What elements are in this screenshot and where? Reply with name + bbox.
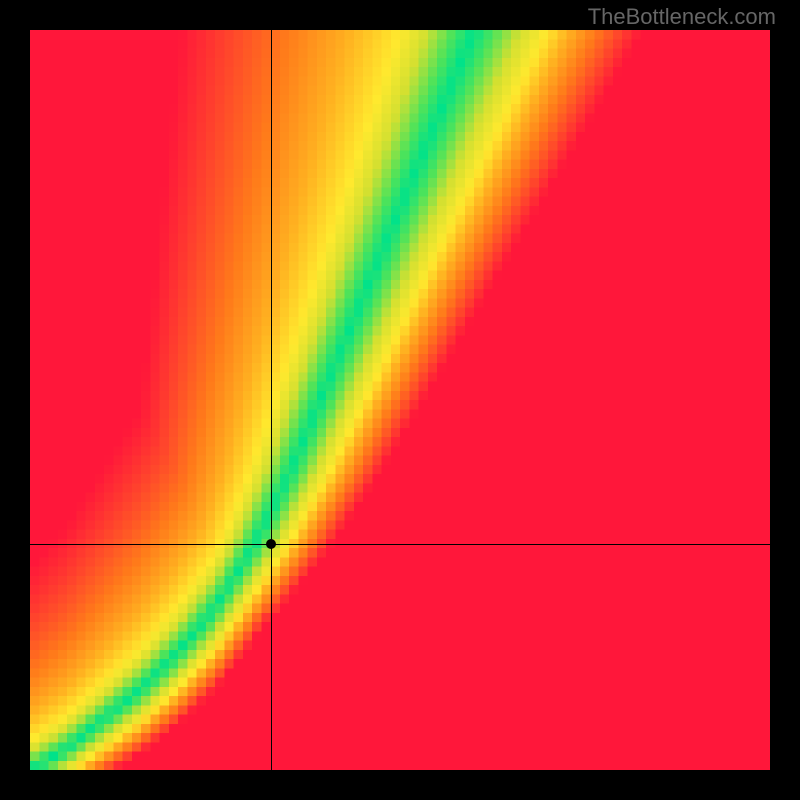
watermark-text: TheBottleneck.com bbox=[588, 4, 776, 30]
heatmap-canvas bbox=[30, 30, 770, 770]
plot-area bbox=[30, 30, 770, 770]
crosshair-marker bbox=[266, 539, 276, 549]
crosshair-vertical bbox=[271, 30, 272, 770]
crosshair-horizontal bbox=[30, 544, 770, 545]
